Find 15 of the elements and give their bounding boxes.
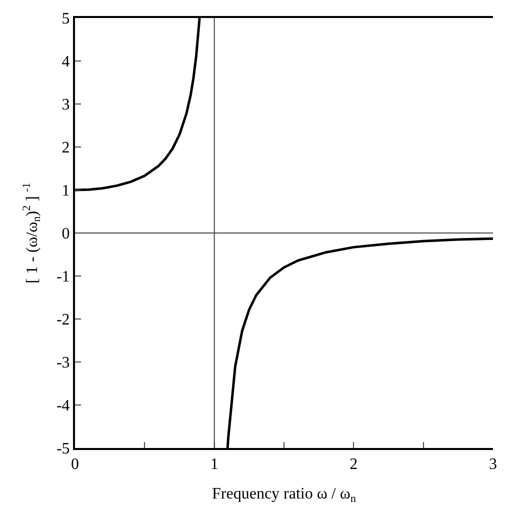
x-tick-label: 1 (210, 456, 218, 474)
y-tick-label: -5 (56, 440, 70, 458)
y-tick-label: -1 (56, 268, 70, 286)
y-tick-label: 0 (62, 226, 70, 243)
y-tick-label: 5 (62, 10, 70, 28)
y-tick-label: -3 (56, 354, 70, 372)
y-tick-label: -4 (56, 398, 70, 415)
y-tick-label: 4 (62, 54, 70, 71)
x-axis-title: Frequency ratio ω / ω$_{n}$ (212, 485, 356, 505)
x-tick-label: 2 (350, 456, 358, 474)
y-tick-label: 1 (62, 182, 70, 200)
x-tick-label: 3 (489, 456, 497, 474)
y-tick-label: -2 (56, 312, 70, 329)
y-tick-label: 3 (62, 96, 70, 114)
y-tick-label: 2 (62, 140, 70, 157)
